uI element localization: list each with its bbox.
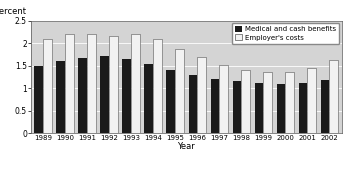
Bar	[175, 49, 184, 133]
Bar	[43, 40, 52, 133]
Bar	[122, 59, 131, 133]
Bar	[233, 81, 241, 133]
Bar	[299, 83, 307, 133]
Bar	[78, 57, 87, 133]
Bar	[219, 65, 228, 133]
Bar	[321, 80, 329, 133]
Bar	[188, 75, 197, 133]
Bar	[34, 66, 43, 133]
Bar	[241, 70, 250, 133]
Bar	[277, 84, 285, 133]
Bar	[329, 60, 338, 133]
X-axis label: Year: Year	[177, 142, 195, 151]
Bar	[153, 40, 162, 133]
Bar	[131, 34, 140, 133]
Legend: Medical and cash benefits, Employer's costs: Medical and cash benefits, Employer's co…	[232, 23, 339, 44]
Bar	[210, 79, 219, 133]
Text: Percent: Percent	[0, 7, 26, 16]
Bar	[65, 34, 74, 133]
Bar	[197, 57, 206, 133]
Bar	[109, 36, 118, 133]
Bar	[167, 70, 175, 133]
Bar	[263, 72, 272, 133]
Bar	[87, 34, 96, 133]
Bar	[145, 64, 153, 133]
Bar	[255, 83, 263, 133]
Bar	[307, 68, 316, 133]
Bar	[56, 61, 65, 133]
Bar	[285, 72, 294, 133]
Bar	[100, 56, 109, 133]
